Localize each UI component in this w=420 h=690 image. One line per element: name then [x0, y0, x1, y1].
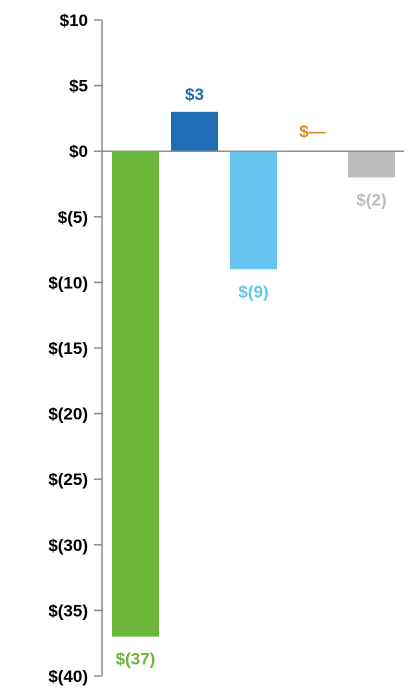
- y-tick-label: $(10): [48, 273, 88, 292]
- y-tick-label: $(25): [48, 470, 88, 489]
- y-tick-label: $(40): [48, 667, 88, 686]
- y-tick-label: $10: [60, 11, 88, 30]
- bar: [230, 151, 277, 270]
- bars: [112, 111, 395, 637]
- data-label: $(9): [238, 282, 268, 301]
- y-tick-label: $(30): [48, 536, 88, 555]
- data-label: $(2): [356, 190, 386, 209]
- y-axis-ticks: $10 $5 $0 $(5) $(10) $(15) $(20) $(25) $(30) $(35…: [48, 11, 102, 686]
- data-labels: $(37) $3 $(9) $— $(2): [116, 85, 387, 669]
- y-tick-label: $(35): [48, 601, 88, 620]
- data-label: $—: [299, 122, 325, 141]
- data-label: $3: [185, 85, 204, 104]
- y-tick-label: $(5): [58, 208, 88, 227]
- bar: [348, 151, 395, 178]
- data-label: $(37): [116, 650, 156, 669]
- y-tick-label: $(15): [48, 339, 88, 358]
- y-tick-label: $0: [69, 142, 88, 161]
- bar: [112, 151, 159, 637]
- bar: [171, 111, 218, 152]
- axes: [101, 20, 404, 676]
- y-tick-label: $(20): [48, 405, 88, 424]
- y-tick-label: $5: [69, 77, 88, 96]
